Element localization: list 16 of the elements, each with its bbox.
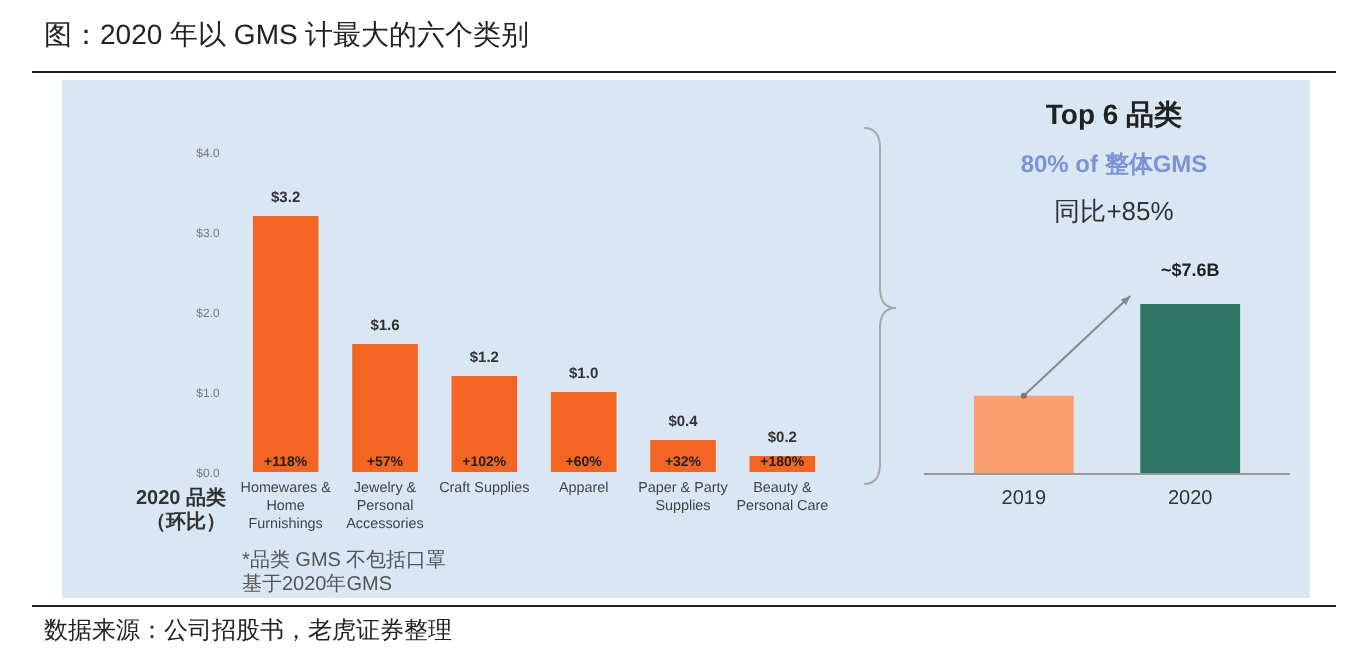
x-axis-title: 2020 品类（环比）: [135, 486, 226, 534]
text: 同比+85%: [1054, 196, 1175, 226]
bar: [252, 216, 319, 472]
x-tick-label: 2019: [1001, 488, 1047, 510]
chart-title: 图：2020 年以 GMS 计最大的六个类别: [44, 18, 530, 50]
data-label: ~$7.6B: [1160, 260, 1221, 280]
bar: [650, 440, 716, 472]
chart-subtitle: 80% of 整体GMS: [1020, 150, 1208, 178]
bar: [550, 392, 617, 472]
bar: [451, 376, 518, 472]
x-tick-label: 2020: [1167, 488, 1214, 510]
source-note: 数据来源：公司招股书，老虎证券整理: [44, 616, 452, 644]
chart-title: Top 6 品类: [1045, 98, 1183, 130]
text: *品类 GMS 不包括口罩: [242, 548, 447, 572]
bar: [352, 344, 418, 472]
text: 基于2020年GMS: [242, 572, 393, 596]
